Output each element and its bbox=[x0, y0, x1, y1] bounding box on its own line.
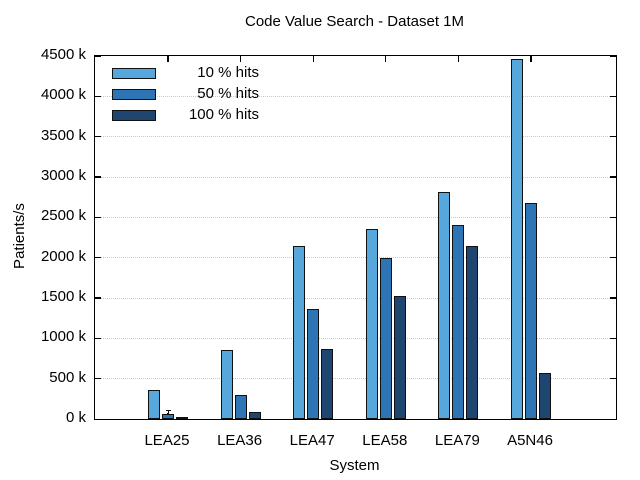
y-tick-mark bbox=[95, 337, 101, 340]
chart-title: Code Value Search - Dataset 1M bbox=[244, 13, 464, 30]
gridline bbox=[95, 216, 616, 218]
bar-LEA25-10%hits bbox=[148, 389, 160, 419]
y-tick-mark bbox=[610, 136, 616, 138]
legend-swatch-2 bbox=[112, 89, 156, 100]
y-tick-mark bbox=[95, 297, 101, 299]
x-tick-label-LEA58: LEA58 bbox=[362, 432, 408, 449]
y-tick-label: 4500 k bbox=[40, 46, 86, 63]
gridline bbox=[95, 257, 616, 259]
gridline bbox=[95, 337, 616, 339]
bar-LEA36-10%hits bbox=[220, 350, 233, 419]
error-whisker bbox=[167, 410, 169, 415]
x-tick-label-LEA36: LEA36 bbox=[217, 432, 263, 449]
bar-LEA36-100%hits bbox=[248, 411, 261, 419]
y-tick-label: 2000 k bbox=[40, 247, 86, 265]
gridline bbox=[95, 176, 616, 178]
gridline bbox=[95, 378, 616, 380]
y-tick-label: 3500 k bbox=[40, 126, 86, 144]
x-tick-mark bbox=[457, 56, 460, 62]
bar-A5N46-50%hits bbox=[525, 202, 537, 419]
legend-swatch-3 bbox=[112, 110, 156, 121]
bar-A5N46-100%hits bbox=[539, 373, 551, 419]
bar-LEA25-50%hits bbox=[162, 414, 174, 419]
x-tick-mark bbox=[385, 56, 387, 62]
x-tick-label-A5N46: A5N46 bbox=[507, 432, 553, 449]
bar-LEA58-10%hits bbox=[365, 228, 378, 419]
y-tick-mark bbox=[610, 378, 616, 380]
y-tick-mark bbox=[95, 378, 101, 380]
bar-LEA79-100%hits bbox=[466, 246, 479, 419]
y-tick-mark bbox=[95, 55, 101, 57]
plot-area: 10 % hits 50 % hits 100 % hits bbox=[94, 55, 617, 420]
y-tick-mark bbox=[610, 176, 616, 178]
bar-LEA47-50%hits bbox=[307, 309, 320, 419]
error-whisker-cap bbox=[165, 409, 171, 411]
bar-LEA36-50%hits bbox=[234, 394, 247, 419]
bar-LEA58-100%hits bbox=[393, 295, 406, 419]
y-tick-label: 3000 k bbox=[40, 167, 86, 184]
legend-label-2: 50 % hits bbox=[197, 85, 259, 102]
y-tick-mark bbox=[95, 176, 101, 178]
y-tick-mark bbox=[95, 257, 101, 259]
x-tick-mark bbox=[530, 56, 532, 62]
bar-LEA47-10%hits bbox=[293, 246, 306, 419]
y-tick-label: 4000 k bbox=[40, 86, 86, 104]
y-tick-mark bbox=[610, 95, 616, 98]
x-axis-title: System bbox=[329, 457, 380, 474]
y-tick-mark bbox=[610, 257, 616, 259]
y-tick-label: 0 k bbox=[65, 409, 86, 426]
y-tick-mark bbox=[95, 216, 101, 219]
y-tick-mark bbox=[610, 216, 616, 219]
bar-LEA58-50%hits bbox=[379, 257, 392, 419]
legend-label-1: 10 % hits bbox=[197, 64, 259, 81]
y-tick-mark bbox=[95, 95, 101, 98]
y-tick-label: 1000 k bbox=[40, 328, 86, 346]
y-tick-mark bbox=[610, 337, 616, 340]
gridline bbox=[95, 136, 616, 138]
y-tick-label: 500 k bbox=[49, 368, 86, 386]
bar-LEA79-10%hits bbox=[438, 191, 451, 419]
x-tick-mark bbox=[240, 56, 242, 62]
gridline bbox=[95, 95, 616, 97]
bar-LEA25-100%hits bbox=[176, 416, 188, 419]
y-tick-label: 1500 k bbox=[40, 288, 86, 305]
gridline bbox=[95, 297, 616, 299]
y-axis-title: Patients/s bbox=[11, 203, 28, 269]
legend-swatch-1 bbox=[112, 68, 156, 79]
legend: 10 % hits 50 % hits 100 % hits bbox=[95, 56, 616, 419]
x-tick-mark bbox=[167, 56, 169, 62]
y-tick-mark bbox=[610, 55, 616, 57]
legend-label-3: 100 % hits bbox=[188, 106, 259, 123]
x-tick-mark bbox=[312, 56, 314, 62]
x-tick-label-LEA79: LEA79 bbox=[434, 432, 480, 449]
bar-A5N46-10%hits bbox=[511, 59, 523, 419]
y-tick-mark bbox=[95, 136, 101, 138]
y-tick-mark bbox=[610, 297, 616, 299]
x-tick-label-LEA25: LEA25 bbox=[144, 432, 190, 449]
bar-LEA79-50%hits bbox=[452, 224, 465, 419]
x-tick-label-LEA47: LEA47 bbox=[289, 432, 335, 449]
y-tick-label: 2500 k bbox=[40, 207, 86, 225]
bar-LEA47-100%hits bbox=[321, 348, 334, 419]
